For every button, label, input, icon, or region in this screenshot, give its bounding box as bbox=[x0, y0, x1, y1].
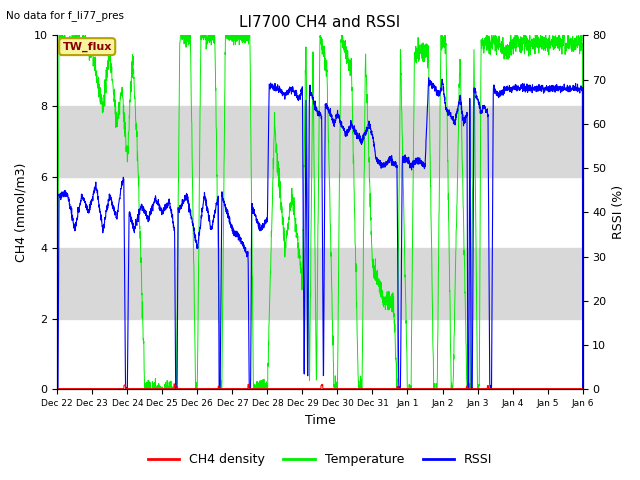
Text: TW_flux: TW_flux bbox=[63, 41, 112, 52]
Y-axis label: RSSI (%): RSSI (%) bbox=[612, 185, 625, 240]
X-axis label: Time: Time bbox=[305, 414, 335, 427]
Title: LI7700 CH4 and RSSI: LI7700 CH4 and RSSI bbox=[239, 15, 401, 30]
Bar bbox=[57, 248, 582, 319]
Bar bbox=[57, 106, 582, 177]
Text: No data for f_li77_pres: No data for f_li77_pres bbox=[6, 10, 124, 21]
Legend: CH4 density, Temperature, RSSI: CH4 density, Temperature, RSSI bbox=[143, 448, 497, 471]
Y-axis label: CH4 (mmol/m3): CH4 (mmol/m3) bbox=[15, 163, 28, 262]
